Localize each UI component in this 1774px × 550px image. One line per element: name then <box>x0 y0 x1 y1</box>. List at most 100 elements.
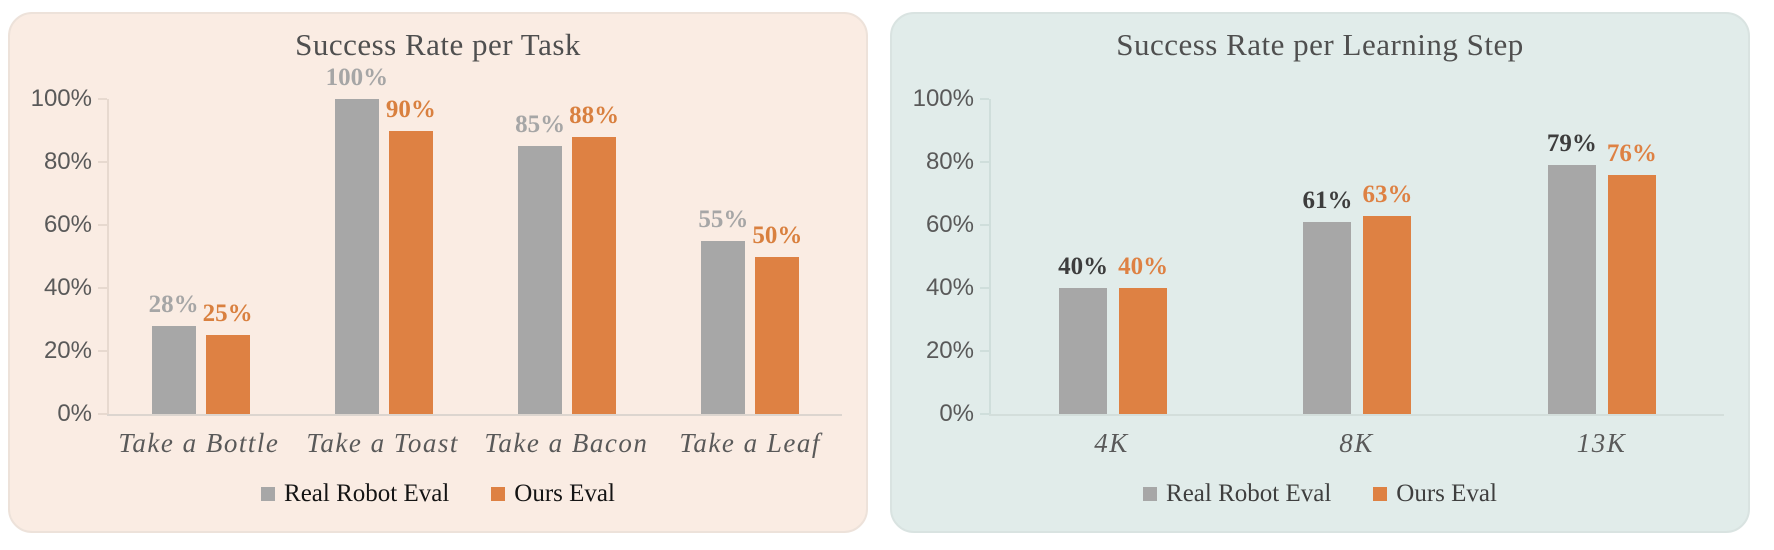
bar <box>205 335 250 414</box>
bar-group: 100% 90% <box>292 64 475 414</box>
legend-label: Real Robot Eval <box>1166 480 1332 507</box>
y-axis-tick-mark <box>98 350 107 352</box>
bar-value-label: 85% <box>515 111 566 139</box>
bar-value-label: 61% <box>1302 186 1353 214</box>
bar-wrap: 61% <box>1302 187 1352 414</box>
y-axis-tick-mark <box>98 287 107 289</box>
x-category-label: 4K <box>1094 428 1129 458</box>
chart-panel-success-rate-per-task: Success Rate per Task 28% 25% 100% 90% 85% 88… <box>8 12 868 533</box>
bar <box>334 99 379 414</box>
x-category-label: Take a Bacon <box>484 428 649 458</box>
legend-swatch <box>1143 487 1158 501</box>
x-axis-category-labels: Take a Bottle Take a Toast Take a Bacon Tak… <box>107 428 842 459</box>
legend-swatch <box>1373 487 1388 501</box>
y-axis-tick-label: 40% <box>43 274 92 301</box>
bar-value-label: 90% <box>385 95 436 123</box>
legend-item: Real Robot Eval <box>261 480 449 508</box>
bar <box>755 256 800 414</box>
bar <box>151 325 196 414</box>
bar <box>701 240 746 414</box>
bar-wrap: 100% <box>326 64 388 414</box>
bar <box>1607 174 1656 414</box>
y-axis-tick-mark <box>980 350 989 352</box>
bar-group: 79% 76% <box>1480 130 1724 414</box>
x-axis-line <box>989 414 1724 416</box>
bar-value-label: 88% <box>569 101 620 129</box>
x-category-label: 13K <box>1576 428 1627 458</box>
bar-wrap: 63% <box>1362 181 1412 414</box>
y-axis-tick-label: 60% <box>43 211 92 238</box>
bar-wrap: 55% <box>698 206 748 414</box>
x-axis-category-labels: 4K 8K 13K <box>989 428 1724 459</box>
chart-panel-success-rate-per-learning-step: Success Rate per Learning Step 40% 40% 61%… <box>890 12 1750 533</box>
y-axis-line <box>107 99 109 414</box>
y-axis-tick-label: 20% <box>43 337 92 364</box>
bar-value-label: 40% <box>1058 253 1109 280</box>
bar <box>1059 288 1108 414</box>
bar <box>518 146 563 414</box>
y-axis-tick-label: 40% <box>925 274 974 301</box>
y-axis-tick-mark <box>980 98 989 100</box>
bar-value-label: 50% <box>752 221 803 249</box>
bar-group: 61% 63% <box>1235 181 1479 414</box>
legend-swatch <box>261 487 276 501</box>
bar-wrap: 25% <box>203 300 253 414</box>
bar-group: 28% 25% <box>109 291 292 414</box>
bar-value-label: 40% <box>1118 253 1169 280</box>
bar-wrap: 88% <box>569 102 619 414</box>
y-axis-tick-mark <box>980 413 989 415</box>
y-axis-tick-label: 20% <box>925 337 974 364</box>
bar-wrap: 28% <box>149 291 199 414</box>
x-axis-line <box>107 414 842 416</box>
chart-legend: Real Robot Eval Ours Eval <box>10 480 866 508</box>
bar-value-label: 76% <box>1606 139 1657 167</box>
x-category-label: Take a Leaf <box>679 428 821 458</box>
legend-item: Real Robot Eval <box>1143 480 1331 508</box>
bar-value-label: 55% <box>698 205 749 233</box>
y-axis-tick-mark <box>98 224 107 226</box>
legend-label: Ours Eval <box>514 480 615 507</box>
bar-wrap: 40% <box>1058 253 1108 414</box>
y-axis-tick-label: 100% <box>30 85 92 112</box>
bar-group: 85% 88% <box>476 102 659 414</box>
bar-group: 40% 40% <box>991 253 1235 414</box>
y-axis-tick-mark <box>980 161 989 163</box>
chart-legend: Real Robot Eval Ours Eval <box>892 480 1748 508</box>
bar-group: 55% 50% <box>659 206 842 414</box>
y-axis-tick-mark <box>98 413 107 415</box>
legend-item: Ours Eval <box>491 480 615 508</box>
y-axis-tick-mark <box>980 287 989 289</box>
bar <box>1547 165 1596 414</box>
bar-wrap: 85% <box>515 111 565 414</box>
x-category-label: Take a Bottle <box>118 428 280 458</box>
bar-wrap: 76% <box>1607 140 1657 414</box>
y-axis-tick-label: 60% <box>925 211 974 238</box>
bar-series-container: 40% 40% 61% 63% 79% 76% <box>991 99 1724 414</box>
y-axis-tick-label: 0% <box>939 400 974 427</box>
y-axis-tick-mark <box>98 161 107 163</box>
x-category-label: 8K <box>1339 428 1374 458</box>
legend-item: Ours Eval <box>1373 480 1497 508</box>
plot-area: 28% 25% 100% 90% 85% 88% 55% 50% Take a Bottle T… <box>31 64 842 458</box>
bar <box>572 136 617 414</box>
y-axis-line <box>989 99 991 414</box>
legend-label: Ours Eval <box>1396 480 1497 507</box>
chart-title: Success Rate per Task <box>295 27 581 62</box>
bar-value-label: 28% <box>148 290 199 318</box>
bar-value-label: 79% <box>1546 130 1597 158</box>
bar <box>1119 288 1168 414</box>
bar-value-label: 63% <box>1362 180 1413 208</box>
y-axis-tick-label: 100% <box>912 85 974 112</box>
bar-wrap: 40% <box>1118 253 1168 414</box>
y-axis-tick-label: 80% <box>925 148 974 175</box>
bar-series-container: 28% 25% 100% 90% 85% 88% 55% 50% <box>109 64 842 414</box>
y-axis-tick-mark <box>980 224 989 226</box>
bar-wrap: 50% <box>752 222 802 414</box>
y-axis-tick-mark <box>98 98 107 100</box>
bar <box>1303 221 1352 414</box>
x-category-label: Take a Toast <box>306 428 459 458</box>
bar-wrap: 90% <box>386 96 436 414</box>
legend-label: Real Robot Eval <box>284 480 450 507</box>
bar-wrap: 79% <box>1547 130 1597 414</box>
